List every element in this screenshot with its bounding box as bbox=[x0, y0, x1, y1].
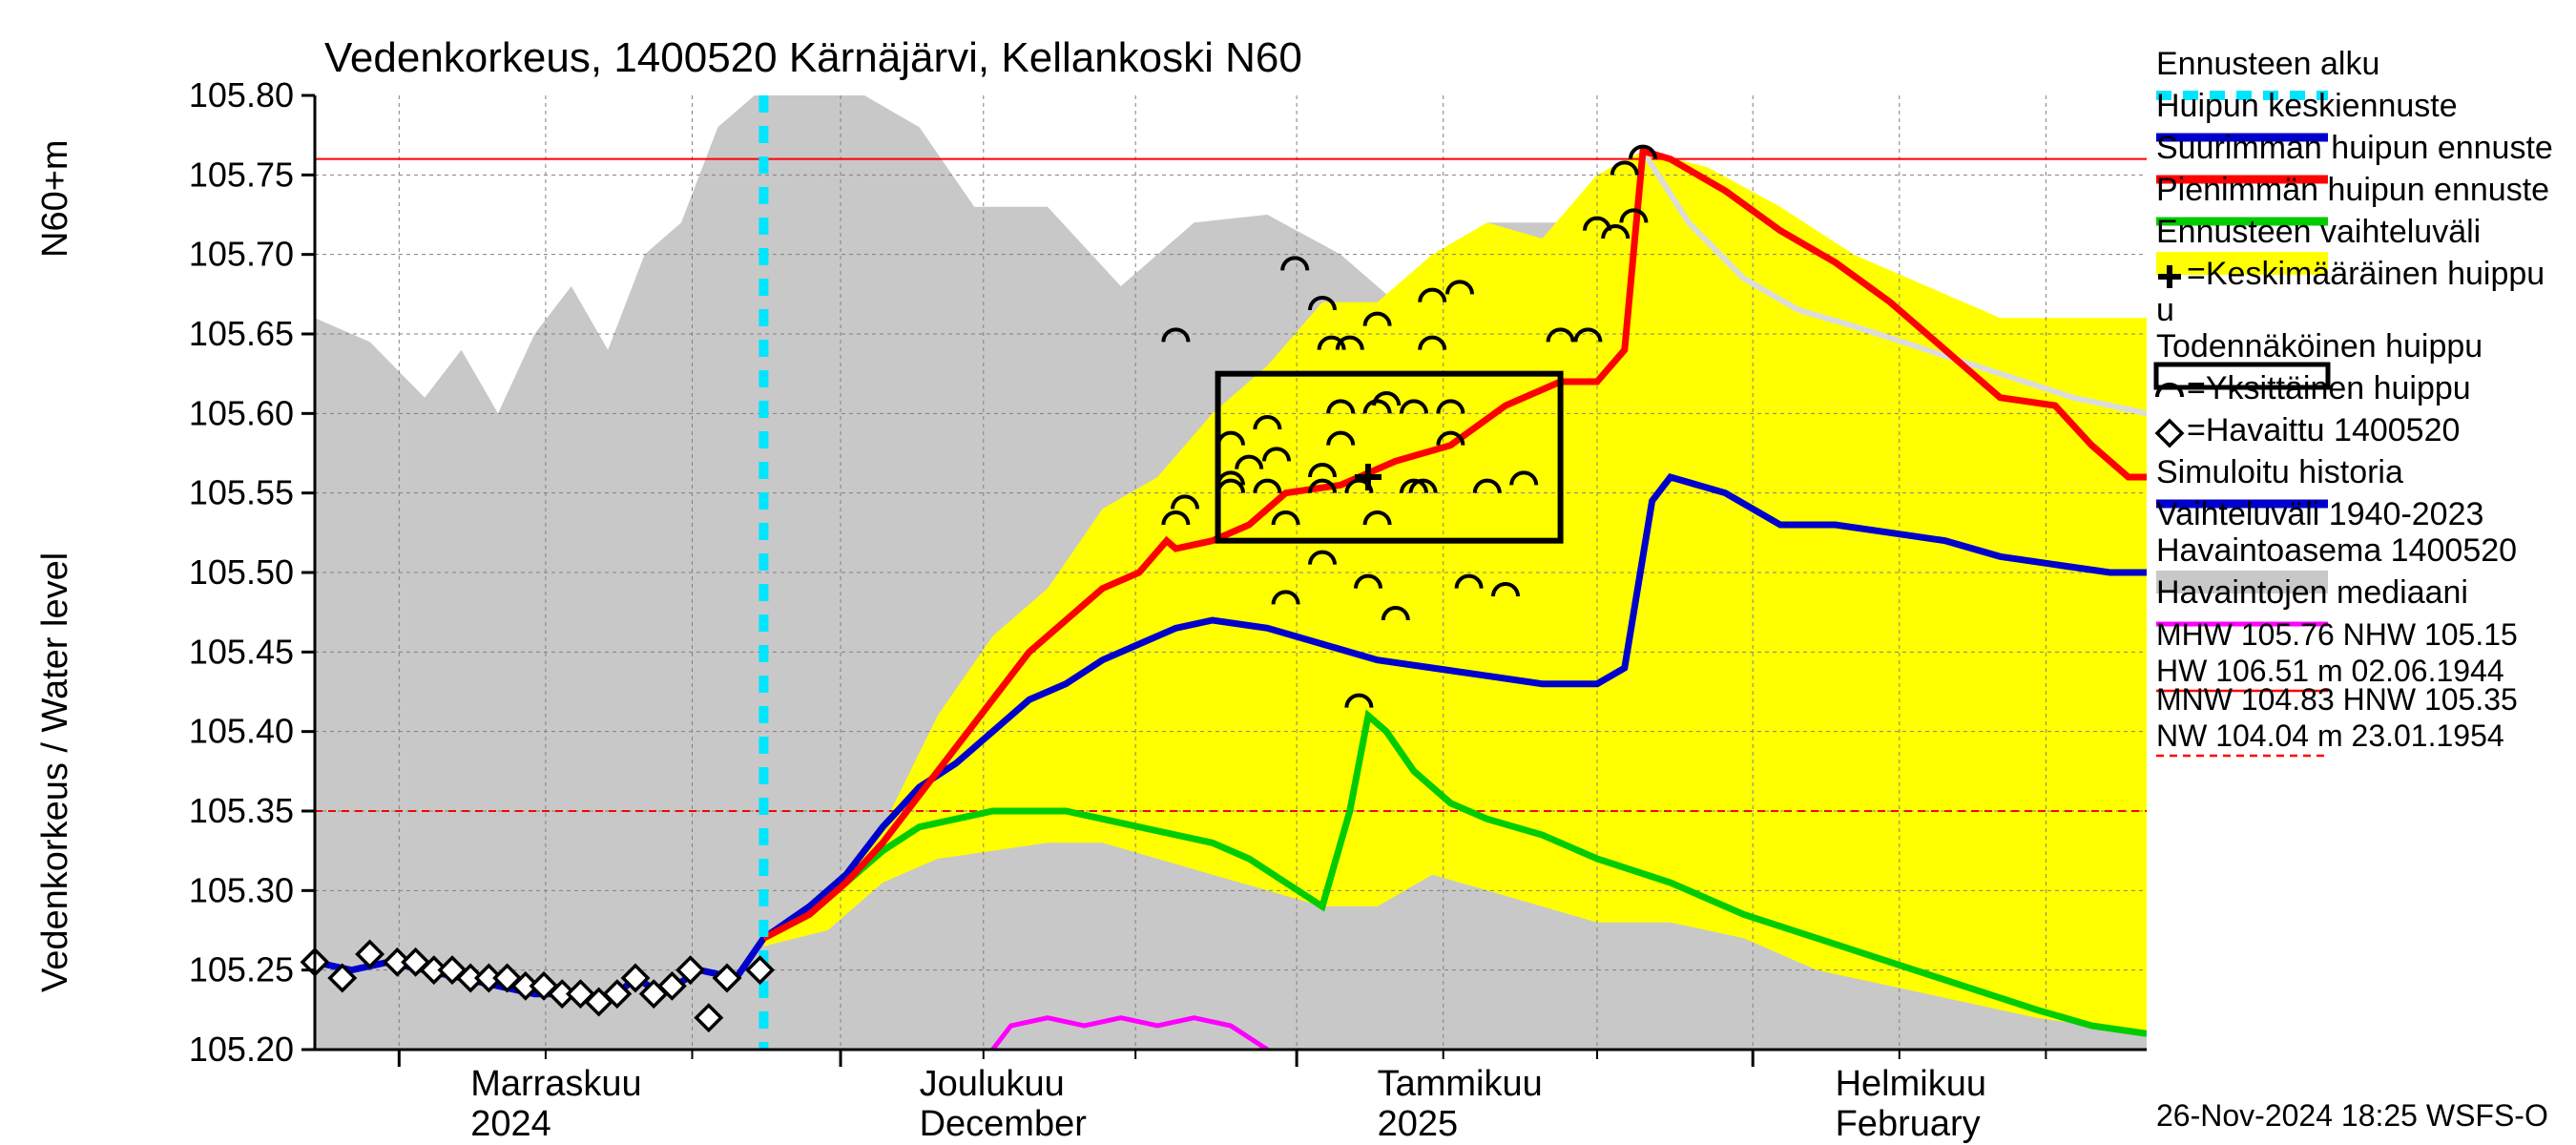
x-month-label: Tammikuu bbox=[1378, 1064, 1543, 1104]
legend-text: Vaihteluväli 1940-2023 bbox=[2156, 496, 2483, 532]
legend-text: Pienimmän huipun ennuste bbox=[2156, 172, 2549, 208]
x-month-label: Joulukuu bbox=[920, 1064, 1065, 1104]
y-tick-label: 105.55 bbox=[189, 473, 294, 512]
legend-text: u bbox=[2156, 292, 2174, 328]
y-tick-label: 105.65 bbox=[189, 314, 294, 353]
legend-text: NW 104.04 m 23.01.1954 bbox=[2156, 718, 2504, 753]
y-tick-label: 105.30 bbox=[189, 870, 294, 909]
y-tick-label: 105.70 bbox=[189, 235, 294, 274]
legend-text: Todennäköinen huippu bbox=[2156, 328, 2483, 364]
x-month-sublabel: 2025 bbox=[1378, 1104, 1459, 1144]
y-tick-label: 105.40 bbox=[189, 712, 294, 751]
legend-text: Havaintojen mediaani bbox=[2156, 574, 2468, 611]
y-tick-label: 105.20 bbox=[189, 1030, 294, 1069]
legend-text: MHW 105.76 NHW 105.15 bbox=[2156, 617, 2518, 652]
x-month-sublabel: 2024 bbox=[470, 1104, 551, 1144]
legend-text: Simuloitu historia bbox=[2156, 454, 2403, 490]
x-month-label: Helmikuu bbox=[1836, 1064, 1986, 1104]
y-tick-label: 105.25 bbox=[189, 950, 294, 989]
y-tick-label: 105.45 bbox=[189, 632, 294, 671]
legend-text: =Keskimääräinen huippu bbox=[2187, 256, 2545, 292]
y-axis-title-upper: N60+m bbox=[35, 139, 75, 258]
y-tick-label: 105.50 bbox=[189, 552, 294, 592]
chart-container: 105.20 105.25 105.30 105.35 105.40 105.45 105.… bbox=[0, 0, 2576, 1145]
water-level-chart: 105.20 105.25 105.30 105.35 105.40 105.45 105.… bbox=[0, 0, 2576, 1145]
legend-text: Ennusteen vaihteluväli bbox=[2156, 214, 2481, 250]
x-month-sublabel: December bbox=[920, 1104, 1088, 1144]
legend-text: MNW 104.83 HNW 105.35 bbox=[2156, 682, 2518, 717]
y-tick-label: 105.60 bbox=[189, 393, 294, 432]
legend-text: Havaintoasema 1400520 bbox=[2156, 532, 2517, 569]
legend-text: =Havaittu 1400520 bbox=[2187, 412, 2460, 448]
legend-text: =Yksittäinen huippu bbox=[2187, 370, 2471, 406]
x-month-sublabel: February bbox=[1836, 1104, 1981, 1144]
legend-text: Huipun keskiennuste bbox=[2156, 88, 2458, 124]
chart-title: Vedenkorkeus, 1400520 Kärnäjärvi, Kellan… bbox=[324, 34, 1302, 81]
y-tick-label: 105.80 bbox=[189, 75, 294, 114]
timestamp: 26-Nov-2024 18:25 WSFS-O bbox=[2156, 1098, 2548, 1133]
legend-text: Ennusteen alku bbox=[2156, 46, 2379, 82]
legend-text: Suurimman huipun ennuste bbox=[2156, 130, 2553, 166]
y-tick-label: 105.75 bbox=[189, 155, 294, 194]
x-month-label: Marraskuu bbox=[470, 1064, 642, 1104]
y-tick-label: 105.35 bbox=[189, 791, 294, 830]
y-axis-title-lower: Vedenkorkeus / Water level bbox=[35, 552, 75, 992]
